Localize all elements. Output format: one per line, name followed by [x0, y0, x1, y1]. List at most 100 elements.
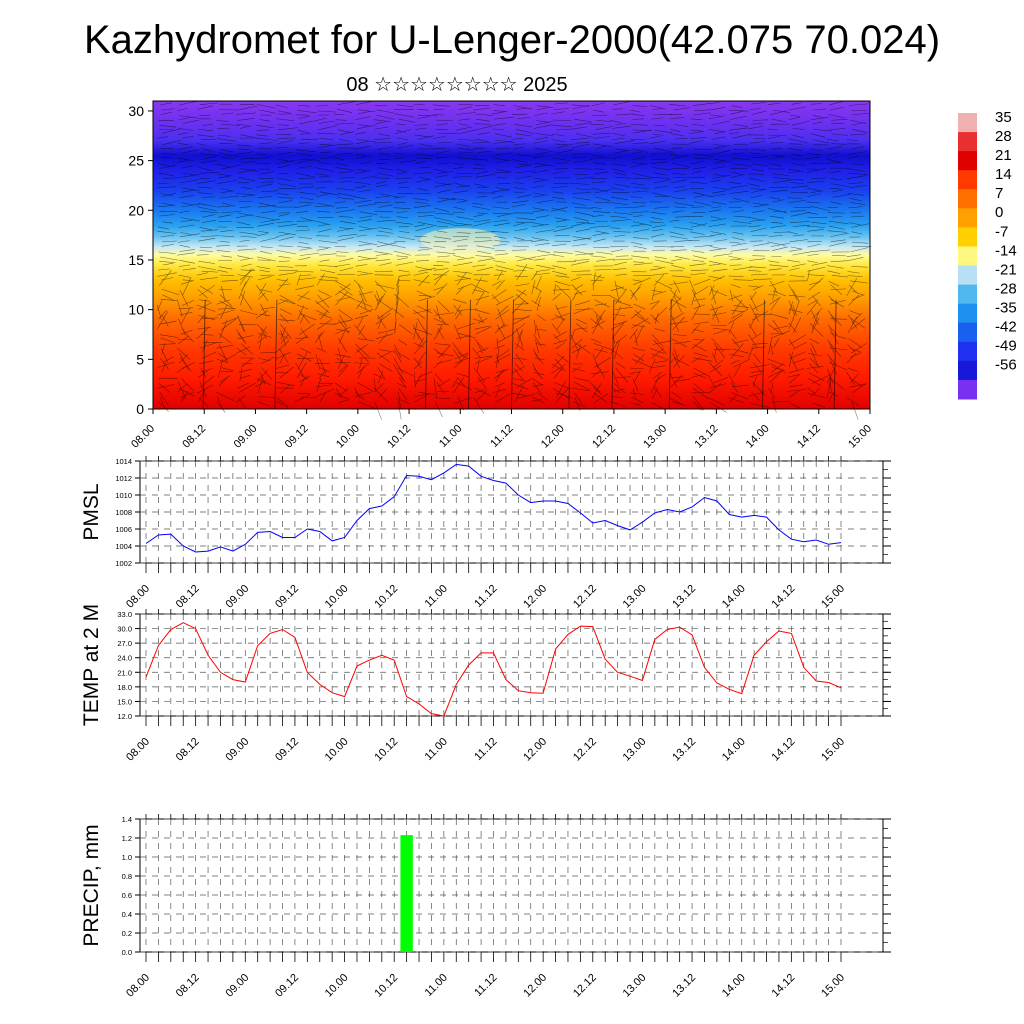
x-tick-label: 12.12 [571, 972, 599, 1000]
wind-streak [632, 162, 645, 165]
wind-streak [278, 139, 295, 144]
wind-streak [275, 340, 290, 354]
wind-streak [552, 355, 565, 369]
wind-streak [767, 136, 780, 139]
wind-streak [613, 212, 633, 215]
wind-streak [357, 366, 364, 379]
wind-streak [260, 237, 278, 242]
wind-streak [575, 141, 590, 144]
wind-streak [375, 259, 391, 262]
wind-streak [789, 368, 805, 373]
wind-streak [729, 353, 745, 358]
wind-streak [177, 108, 188, 111]
wind-streak [787, 178, 804, 181]
wind-streak [452, 198, 468, 201]
wind-streak [610, 341, 618, 355]
wind-streak [436, 283, 448, 295]
wind-streak [393, 152, 405, 155]
wind-streak [496, 333, 514, 344]
wind-streak [236, 144, 252, 147]
x-tick-label: 08.00 [124, 972, 152, 1000]
wind-streak [493, 219, 508, 222]
wind-streak [436, 305, 441, 320]
wind-streak [413, 340, 428, 355]
wind-streak [808, 372, 825, 381]
wind-streak [414, 124, 429, 126]
wind-streak [571, 243, 588, 247]
wind-streak [179, 311, 193, 316]
wind-streak [849, 197, 863, 202]
wind-streak [511, 249, 527, 251]
wind-streak [336, 187, 354, 191]
wind-streak [730, 110, 745, 115]
wind-streak [357, 124, 371, 127]
wind-streak [458, 139, 476, 141]
wind-streak [571, 338, 583, 349]
wind-streak [397, 352, 410, 360]
wind-streak [397, 236, 416, 241]
wind-streak [198, 237, 216, 242]
wind-streak [532, 194, 549, 198]
wind-streak [829, 127, 846, 131]
wind-streak [412, 309, 425, 319]
wind-streak [809, 363, 818, 373]
wind-streak [379, 363, 393, 372]
wind-streak [515, 255, 534, 261]
wind-streak [217, 173, 231, 176]
wind-streak [829, 347, 848, 351]
wind-streak [533, 124, 553, 129]
wind-streak [674, 378, 691, 382]
wind-streak [748, 323, 757, 336]
wind-streak [296, 274, 301, 286]
wind-streak [709, 306, 724, 311]
wind-streak [358, 243, 373, 246]
wind-streak [198, 192, 214, 195]
wind-streak [511, 300, 525, 314]
wind-streak [535, 339, 539, 354]
wind-streak [200, 160, 217, 163]
wind-streak [848, 222, 862, 226]
y-tick-label: 1012 [115, 474, 132, 483]
wind-streak [829, 225, 846, 230]
wind-streak [239, 206, 252, 208]
wind-streak [807, 266, 826, 272]
wind-streak [516, 378, 532, 388]
colorbar-segment [958, 208, 977, 228]
x-tick-label: 08.12 [174, 972, 202, 1000]
wind-streak [531, 239, 544, 243]
wind-streak [670, 129, 681, 133]
colorbar-label: -42 [995, 319, 1017, 336]
wind-streak [729, 290, 734, 302]
wind-streak [398, 118, 416, 123]
wind-streak [591, 207, 602, 209]
x-tick-label: 10.00 [334, 423, 362, 451]
wind-streak [811, 190, 823, 193]
wind-streak [300, 197, 314, 201]
wind-streak [710, 218, 727, 222]
wind-streak [339, 314, 348, 328]
y-tick-label: 1.2 [122, 834, 132, 843]
wind-streak [773, 325, 789, 330]
wind-streak [770, 363, 784, 373]
wind-streak [474, 325, 491, 330]
wind-streak [378, 153, 390, 155]
wind-streak [570, 137, 589, 141]
wind-streak [829, 328, 839, 344]
wind-streak [334, 157, 345, 160]
wind-streak [179, 195, 195, 199]
wind-streak [851, 294, 865, 301]
wind-streak [235, 395, 246, 403]
wind-streak [256, 369, 268, 383]
wind-streak [574, 393, 582, 404]
colorbar-label: 28 [995, 128, 1012, 145]
colorbar-label: 14 [995, 166, 1012, 183]
wind-streak [767, 371, 781, 378]
wind-streak [218, 376, 228, 387]
wind-streak [851, 382, 867, 394]
wind-streak [512, 315, 531, 325]
wind-streak [553, 367, 564, 379]
wind-streak [376, 242, 397, 248]
wind-streak [673, 295, 682, 313]
wind-streak [632, 358, 651, 368]
y-tick-label: 0.8 [122, 872, 132, 881]
